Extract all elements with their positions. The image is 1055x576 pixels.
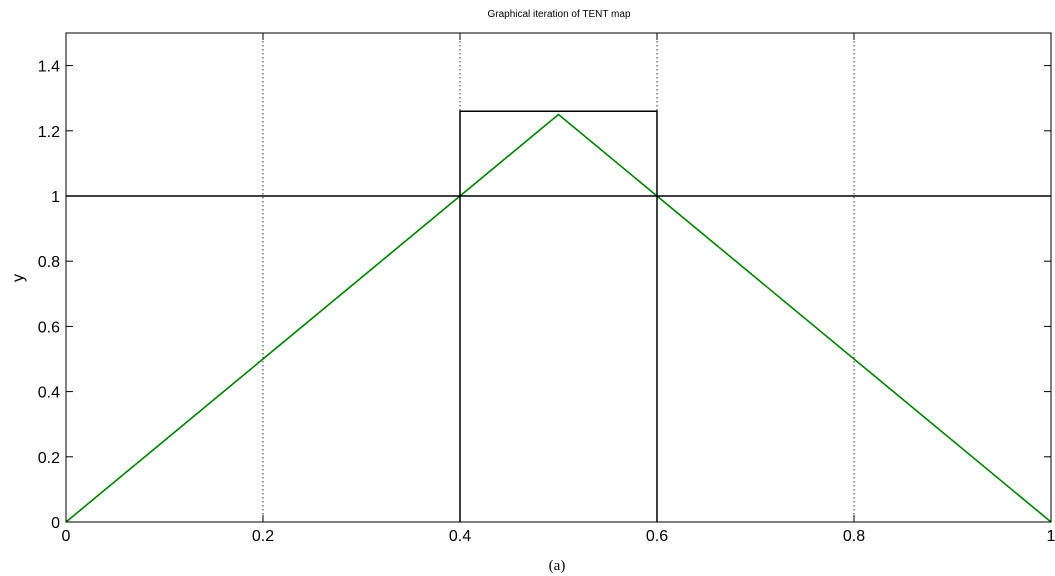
x-tick-label-2: 0.4 bbox=[449, 528, 471, 545]
axes bbox=[65, 32, 1052, 523]
y-tick-label-6: 1.2 bbox=[38, 124, 60, 141]
y-tick-label-2: 0.4 bbox=[38, 385, 60, 402]
x-tick-label-3: 0.6 bbox=[646, 528, 668, 545]
series-tent-map-0 bbox=[65, 113, 1052, 523]
x-tick-label-5: 1 bbox=[1047, 528, 1055, 545]
x-tick-label-4: 0.8 bbox=[843, 528, 865, 545]
y-axis-label: y bbox=[10, 274, 27, 282]
x-tick-label-1: 0.2 bbox=[252, 528, 274, 545]
series-layer bbox=[65, 110, 1052, 523]
figure-caption: (a) bbox=[549, 558, 566, 574]
y-tick-label-1: 0.2 bbox=[38, 450, 60, 467]
y-tick-label-3: 0.6 bbox=[38, 319, 60, 336]
y-tick-label-4: 0.8 bbox=[38, 254, 60, 271]
y-tick-label-0: 0 bbox=[51, 515, 60, 532]
grid bbox=[262, 33, 855, 522]
plot-frame bbox=[65, 32, 1052, 523]
chart-title: Graphical iteration of TENT map bbox=[487, 9, 630, 20]
x-tick-label-0: 0 bbox=[62, 528, 71, 545]
tick-labels: 0 0.2 0.4 0.6 0.8 1 0 0.2 0.4 0.6 0.8 1 1.2 1.4 bbox=[38, 59, 1055, 545]
y-tick-label-7: 1.4 bbox=[38, 59, 60, 76]
series-cobweb-2 bbox=[459, 110, 658, 196]
y-tick-label-5: 1 bbox=[51, 189, 60, 206]
